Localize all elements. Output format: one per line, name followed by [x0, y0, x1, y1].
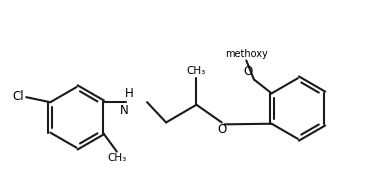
Text: O: O [243, 65, 253, 78]
Text: CH₃: CH₃ [187, 66, 206, 76]
Text: N: N [120, 104, 129, 117]
Text: methoxy: methoxy [225, 49, 268, 59]
Text: H: H [125, 87, 134, 100]
Text: O: O [218, 123, 227, 136]
Text: CH₃: CH₃ [108, 153, 127, 163]
Text: Cl: Cl [12, 90, 24, 103]
